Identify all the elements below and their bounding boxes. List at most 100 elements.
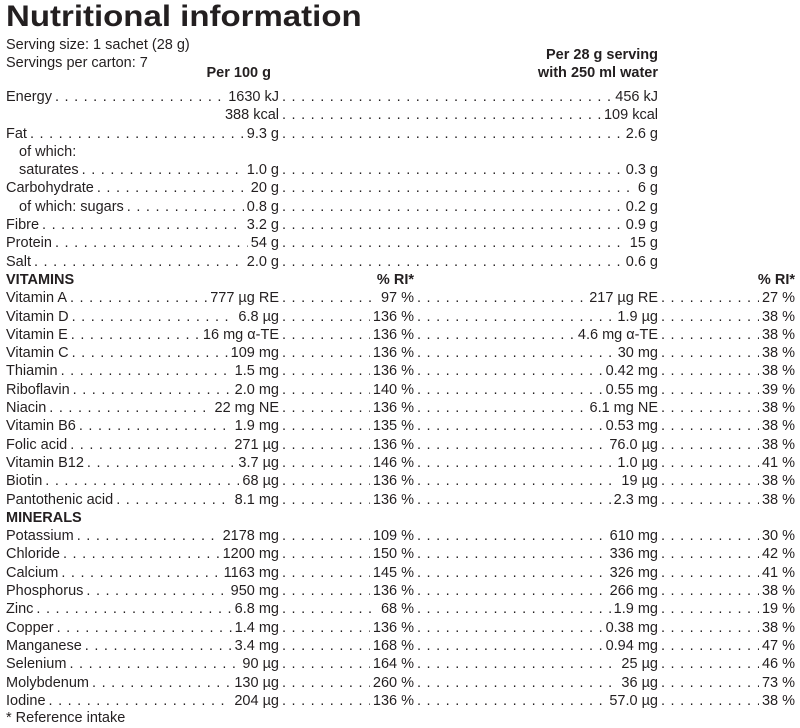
per-100g-value: 777 µg RE [210, 290, 279, 307]
dot-leader: . . . . . . . . . . . . . . . . . . . . … [70, 436, 231, 453]
per-100g-cell: Riboflavin. . . . . . . . . . . . . . . … [6, 381, 279, 399]
dot-leader: . . . . . . . . . . . . . . . . . . . . … [86, 454, 235, 471]
dot-leader: . . . . . . . . . . . . . . . . . . . . … [661, 400, 759, 417]
dot-leader: . . . . . . . . . . . . . . . . . . . . … [56, 619, 232, 636]
table-row: Molybdenum . . . . . . . . . . . . . . . … [6, 674, 795, 692]
per-serving-cell: . . . . . . . . . . . . . . . . . . . . … [414, 582, 658, 600]
dot-leader: . . . . . . . . . . . . . . . . . . . . … [72, 381, 232, 398]
per-serving-value: 326 mg [609, 564, 658, 581]
per-serving-ri: 73 % [761, 674, 795, 691]
ri-header-cell: % RI* [279, 271, 414, 289]
per-serving-ri-cell: . . . . . . . . . . . . . . . . . . . . … [658, 655, 795, 673]
nutrient-label: Vitamin B12 [6, 454, 84, 471]
per-100g-cell: Thiamin. . . . . . . . . . . . . . . . .… [6, 362, 279, 380]
per-100g-ri-cell: . . . . . . . . . . . . . . . . . . . . … [279, 362, 414, 380]
per-100g-ri: 68 % [380, 601, 414, 618]
dot-leader: . . . . . . . . . . . . . . . . . . . . … [661, 564, 759, 581]
per-100g-ri-cell: . . . . . . . . . . . . . . . . . . . . … [279, 417, 414, 435]
per-100g-ri: 136 % [372, 400, 414, 417]
dot-leader: . . . . . . . . . . . . . . . . . . . . … [42, 217, 244, 234]
per-100g-value: 3.2 g [246, 217, 279, 234]
per-serving-cell: . . . . . . . . . . . . . . . . . . . . … [279, 125, 658, 143]
dot-leader: . . . . . . . . . . . . . . . . . . . . … [96, 180, 248, 197]
per-100g-cell: of which: sugars. . . . . . . . . . . . … [6, 198, 279, 216]
per-100g-value: 109 mg [230, 345, 279, 362]
per-serving-value: 109 kcal [603, 107, 658, 124]
dot-leader: . . . . . . . . . . . . . . . . . . . . … [76, 528, 220, 545]
per-serving-cell: . . . . . . . . . . . . . . . . . . . . … [414, 545, 658, 563]
per-serving-ri-cell: . . . . . . . . . . . . . . . . . . . . … [658, 472, 795, 490]
dot-leader: . . . . . . . . . . . . . . . . . . . . … [661, 491, 759, 508]
dot-leader: . . . . . . . . . . . . . . . . . . . . … [116, 491, 231, 508]
dot-leader: . . . . . . . . . . . . . . . . . . . . … [661, 546, 759, 563]
per-serving-cell: . . . . . . . . . . . . . . . . . . . . … [279, 234, 658, 252]
dot-leader: . . . . . . . . . . . . . . . . . . . . … [417, 583, 607, 600]
nutrient-label: Zinc [6, 601, 34, 618]
page-title: Nutritional information [6, 0, 362, 33]
per-100g-ri-cell: . . . . . . . . . . . . . . . . . . . . … [279, 344, 414, 362]
dot-leader: . . . . . . . . . . . . . . . . . . . . … [282, 546, 370, 563]
per-serving-ri: 39 % [761, 381, 795, 398]
per-100g-cell: Pantothenic acid. . . . . . . . . . . . … [6, 491, 279, 509]
dot-leader: . . . . . . . . . . . . . . . . . . . . … [661, 528, 759, 545]
dot-leader: . . . . . . . . . . . . . . . . . . . . … [84, 637, 232, 654]
per-100g-value: 1200 mg [222, 546, 279, 563]
per-serving-ri: 38 % [761, 473, 795, 490]
per-100g-ri-cell: . . . . . . . . . . . . . . . . . . . . … [279, 564, 414, 582]
per-100g-cell: 388 kcal [6, 106, 279, 124]
per-serving-cell: . . . . . . . . . . . . . . . . . . . . … [279, 88, 658, 106]
dot-leader: . . . . . . . . . . . . . . . . . . . . … [417, 418, 603, 435]
per-100g-value: 1163 mg [223, 564, 279, 581]
per-serving-value: 1.9 mg [613, 601, 658, 618]
dot-leader: . . . . . . . . . . . . . . . . . . . . … [417, 637, 603, 654]
dot-leader: . . . . . . . . . . . . . . . . . . . . … [282, 436, 370, 453]
per-100g-value: 130 µg [234, 674, 279, 691]
table-row: Salt. . . . . . . . . . . . . . . . . . … [6, 253, 795, 271]
per-100g-cell: Energy. . . . . . . . . . . . . . . . . … [6, 88, 279, 106]
per-serving-value: 610 mg [609, 528, 658, 545]
per-100g-cell: Selenium. . . . . . . . . . . . . . . . … [6, 655, 279, 673]
dot-leader: . . . . . . . . . . . . . . . . . . . . … [661, 454, 759, 471]
per-100g-value: 54 g [250, 235, 279, 252]
per-serving-value: 0.6 g [625, 253, 658, 270]
per-100g-value: 1.0 g [246, 162, 279, 179]
nutrient-label: Molybdenum [6, 674, 90, 691]
dot-leader: . . . . . . . . . . . . . . . . . . . . … [282, 583, 370, 600]
per-100g-ri: 260 % [372, 674, 414, 691]
per-serving-ri-cell: . . . . . . . . . . . . . . . . . . . . … [658, 289, 795, 307]
per-100g-value: 8.1 mg [234, 491, 279, 508]
per-100g-ri-cell: . . . . . . . . . . . . . . . . . . . . … [279, 326, 414, 344]
dot-leader: . . . . . . . . . . . . . . . . . . . . … [54, 89, 225, 105]
dot-leader: . . . . . . . . . . . . . . . . . . . . … [70, 326, 200, 343]
per-serving-cell: . . . . . . . . . . . . . . . . . . . . … [279, 253, 658, 271]
per-serving-cell: . . . . . . . . . . . . . . . . . . . . … [414, 655, 658, 673]
dot-leader: . . . . . . . . . . . . . . . . . . . . … [282, 162, 623, 179]
per-serving-value: 6.1 mg NE [589, 400, 659, 417]
per-100g-ri: 135 % [372, 418, 414, 435]
dot-leader: . . . . . . . . . . . . . . . . . . . . … [282, 180, 635, 197]
per-serving-cell: . . . . . . . . . . . . . . . . . . . . … [414, 619, 658, 637]
table-row: Riboflavin. . . . . . . . . . . . . . . … [6, 381, 795, 399]
dot-leader: . . . . . . . . . . . . . . . . . . . . … [61, 564, 220, 581]
per-100g-cell: Copper. . . . . . . . . . . . . . . . . … [6, 619, 279, 637]
dot-leader: . . . . . . . . . . . . . . . . . . . . … [661, 473, 759, 490]
col-header-per-100g: Per 100 g [206, 65, 272, 81]
per-serving-value: 30 mg [617, 345, 658, 362]
table-row: Vitamin C. . . . . . . . . . . . . . . .… [6, 344, 795, 362]
dot-leader: . . . . . . . . . . . . . . . . . . . . … [86, 583, 227, 600]
per-100g-value: 1.5 mg [234, 363, 279, 380]
per-100g-ri-cell: . . . . . . . . . . . . . . . . . . . . … [279, 637, 414, 655]
dot-leader: . . . . . . . . . . . . . . . . . . . . … [417, 564, 607, 581]
per-100g-cell: Calcium. . . . . . . . . . . . . . . . .… [6, 564, 279, 582]
per-serving-cell: . . . . . . . . . . . . . . . . . . . . … [414, 289, 658, 307]
per-100g-ri-cell: . . . . . . . . . . . . . . . . . . . . … [279, 619, 414, 637]
per-serving-ri: 38 % [761, 692, 795, 709]
per-100g-ri: 150 % [372, 546, 414, 563]
per-100g-cell: Niacin. . . . . . . . . . . . . . . . . … [6, 399, 279, 417]
per-serving-value: 0.38 mg [605, 619, 658, 636]
per-100g-cell: Iodine. . . . . . . . . . . . . . . . . … [6, 692, 279, 710]
per-100g-ri-cell: . . . . . . . . . . . . . . . . . . . . … [279, 674, 414, 692]
per-100g-ri: 136 % [372, 491, 414, 508]
per-serving-ri: 38 % [761, 400, 795, 417]
table-row: Fat. . . . . . . . . . . . . . . . . . .… [6, 125, 795, 143]
